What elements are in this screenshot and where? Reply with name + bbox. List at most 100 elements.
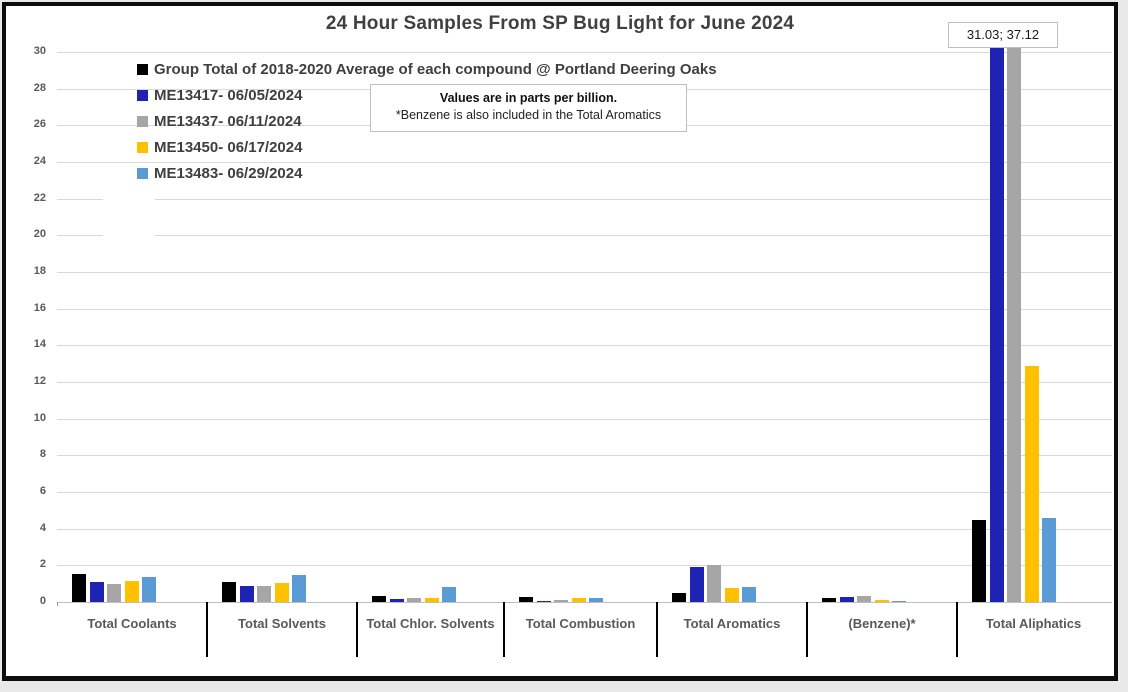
bar <box>239 586 254 602</box>
category-separator <box>956 602 958 657</box>
category-label: (Benzene)* <box>848 616 916 631</box>
gridline-y-14 <box>57 345 1112 347</box>
bar <box>839 596 854 602</box>
note-line-1: Values are in parts per billion. <box>439 91 618 105</box>
bar <box>222 581 236 602</box>
y-tick-label-0: 0 <box>39 595 46 607</box>
category-separator <box>503 602 505 657</box>
legend-swatch-icon <box>137 64 148 75</box>
category-label: Total Coolants <box>87 616 177 631</box>
gridline-y-24 <box>57 162 1112 163</box>
y-tick-label-6: 6 <box>39 485 46 497</box>
bar <box>571 598 586 602</box>
bar <box>292 575 306 602</box>
y-tick-label-28: 28 <box>33 81 46 94</box>
category-label: Total Combustion <box>525 616 636 631</box>
category-separator <box>206 602 208 657</box>
bar <box>989 45 1004 602</box>
bar <box>822 598 836 602</box>
note-line-2: *Benzene is also included in the Total A… <box>395 108 662 122</box>
category-separator <box>806 602 808 657</box>
y-tick-label-10: 10 <box>33 411 46 424</box>
gridline-y-20 <box>57 235 1112 237</box>
bar <box>1042 517 1056 602</box>
y-tick-label-4: 4 <box>39 521 46 534</box>
y-tick-label-12: 12 <box>33 375 46 387</box>
x-axis-line <box>57 602 1112 603</box>
legend-item-3: ME13450- 06/17/2024 <box>137 139 717 156</box>
category-label: Total Aromatics <box>683 616 781 631</box>
plot-area: 0 2 4 6 8 10 12 14 16 18 20 22 24 26 28 30 Total Coolant… <box>6 6 1114 676</box>
chart-frame: 24 Hour Samples From SP Bug Light for Ju… <box>2 2 1118 681</box>
legend-label: Group Total of 2018-2020 Average of each… <box>154 61 717 78</box>
gridline-y-18 <box>57 272 1112 273</box>
bar <box>424 598 439 602</box>
bar <box>892 601 906 602</box>
bar <box>407 598 421 602</box>
gridline-y-30 <box>57 52 1112 53</box>
y-tick-label-20: 20 <box>33 228 46 241</box>
y-tick-label-22: 22 <box>33 191 46 204</box>
bar <box>724 588 739 602</box>
bar <box>589 598 603 602</box>
category-label: Total Solvents <box>238 616 326 631</box>
category-label: Total Aliphatics <box>985 616 1082 631</box>
category-separator <box>356 602 358 657</box>
bar <box>389 599 404 602</box>
axis-origin-tick <box>57 602 58 606</box>
y-tick-label-18: 18 <box>33 265 46 277</box>
y-tick-label-16: 16 <box>33 301 46 314</box>
bar <box>142 577 156 602</box>
legend-item-2: ME13437- 06/11/2024 <box>137 113 717 130</box>
y-tick-label-26: 26 <box>33 118 46 131</box>
legend-swatch-icon <box>137 116 148 127</box>
bar <box>1024 365 1039 602</box>
gridline-y-10 <box>57 418 1112 420</box>
chart-title: 24 Hour Samples From SP Bug Light for Ju… <box>325 13 795 34</box>
category-label: Total Chlor. Solvents <box>366 616 495 631</box>
legend-swatch-icon <box>137 168 148 179</box>
legend-label: ME13417- 06/05/2024 <box>154 87 303 104</box>
blank-textbox-artifact <box>103 186 155 248</box>
y-tick-label-30: 30 <box>33 45 46 57</box>
legend-label: ME13450- 06/17/2024 <box>154 139 303 156</box>
legend-label: ME13483- 06/29/2024 <box>154 165 303 182</box>
legend-swatch-icon <box>137 142 148 153</box>
bar <box>519 597 533 602</box>
gridline-y-12 <box>57 382 1112 383</box>
bar <box>372 595 386 602</box>
bar <box>124 580 139 602</box>
legend-item-0: Group Total of 2018-2020 Average of each… <box>137 61 717 78</box>
bar <box>89 581 104 602</box>
legend-item-1: ME13417- 06/05/2024 <box>137 87 717 104</box>
bar <box>274 582 289 602</box>
legend-label: ME13437- 06/11/2024 <box>154 113 302 130</box>
gridline-y-8 <box>57 455 1112 457</box>
bar <box>742 587 756 602</box>
bar <box>1007 45 1021 602</box>
bar <box>257 585 271 602</box>
legend: Group Total of 2018-2020 Average of each… <box>137 61 717 191</box>
y-tick-label-8: 8 <box>39 448 46 461</box>
bar <box>857 595 871 602</box>
y-tick-label-24: 24 <box>33 155 46 167</box>
bar <box>707 565 721 602</box>
bar <box>689 567 704 602</box>
bar <box>672 592 686 602</box>
legend-swatch-icon <box>137 90 148 101</box>
note-box: Values are in parts per billion. *Benzen… <box>370 84 687 132</box>
gridline-y-2 <box>57 565 1112 567</box>
data-label-callout: 31.03; 37.12 <box>948 22 1058 48</box>
gridline-y-6 <box>57 492 1112 493</box>
bar <box>972 519 986 602</box>
y-tick-label-14: 14 <box>33 338 46 351</box>
gridline-y-22 <box>57 198 1112 200</box>
y-tick-label-2: 2 <box>39 558 46 571</box>
bar <box>554 600 568 602</box>
gridline-y-16 <box>57 308 1112 310</box>
gridline-y-4 <box>57 528 1112 530</box>
bar <box>107 583 121 602</box>
bar <box>874 600 889 602</box>
legend-item-4: ME13483- 06/29/2024 <box>137 165 717 182</box>
bar <box>72 573 86 602</box>
